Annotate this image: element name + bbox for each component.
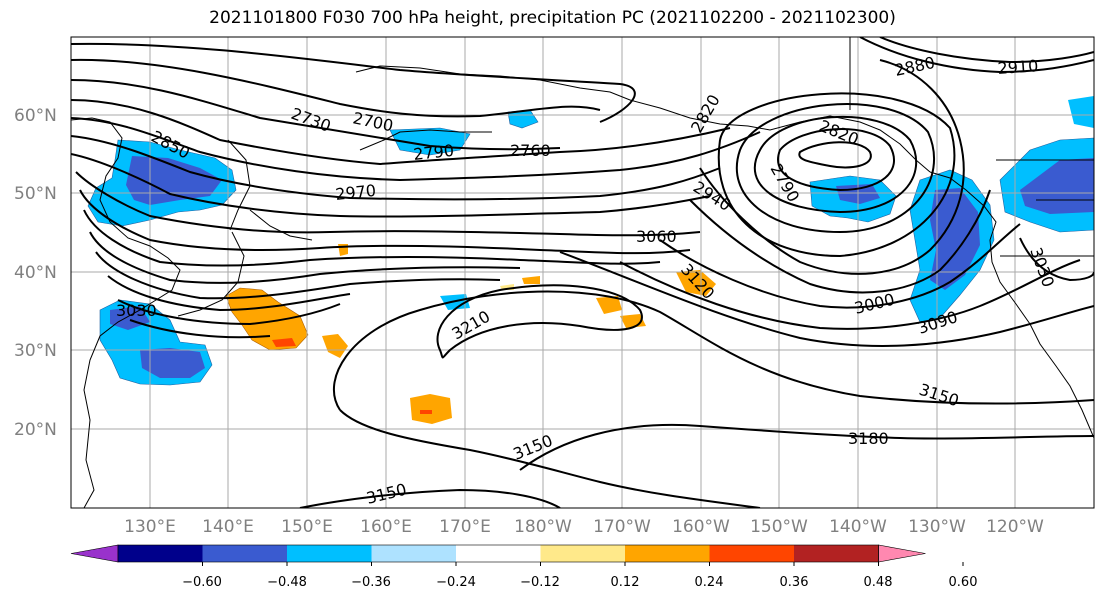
colorbar-segment [456, 545, 541, 562]
precip-positive-region [272, 338, 296, 347]
precip-positive-region [596, 296, 622, 314]
colorbar-ticks: −0.60 −0.48 −0.36 −0.24 −0.12 0.12 0.24 … [182, 575, 977, 590]
colorbar-segment [709, 545, 795, 562]
contour-label: 2790 [412, 141, 454, 164]
lon-label: 140°W [829, 517, 887, 537]
lon-label: 160°W [672, 517, 730, 537]
chart-title: 2021101800 F030 700 hPa height, precipit… [209, 8, 896, 28]
colorbar-segment [625, 545, 710, 562]
colorbar-tick-label: 0.36 [780, 575, 809, 590]
map-frame [70, 36, 1095, 509]
colorbar-tick-label: −0.24 [436, 575, 476, 590]
lon-label: 130°W [908, 517, 966, 537]
lon-label: 130°E [124, 517, 176, 537]
contour-label: 3180 [848, 429, 889, 448]
colorbar-tick-label: −0.36 [351, 575, 391, 590]
precip-positive-region [322, 334, 348, 358]
coastline-na-border [849, 37, 1094, 257]
precip-positive-region [676, 270, 716, 296]
lat-label: 40°N [14, 263, 57, 283]
colorbar-segment [794, 545, 879, 562]
precip-positive-region [410, 394, 452, 424]
precip-negative-region [930, 188, 980, 290]
lon-label: 180°W [514, 517, 572, 537]
precip-positive-region [225, 287, 309, 351]
lon-label: 170°E [439, 517, 491, 537]
longitude-labels: 130°E 140°E 150°E 160°E 170°E 180°W 170°… [124, 517, 1044, 537]
contour-label: 2970 [334, 181, 376, 204]
colorbar-segment [202, 545, 288, 562]
colorbar-tick-label: −0.12 [520, 575, 560, 590]
coastline-asia [71, 117, 181, 508]
lat-label: 30°N [14, 341, 57, 361]
precip-negative-region [140, 348, 205, 378]
lon-label: 140°E [202, 517, 254, 537]
lon-label: 160°E [360, 517, 412, 537]
colorbar-segment [371, 545, 457, 562]
height-contours [71, 37, 1094, 508]
lon-label: 150°W [750, 517, 808, 537]
colorbar-tick-label: 0.24 [695, 575, 724, 590]
colorbar-segment [540, 545, 626, 562]
precip-positive-region [420, 410, 432, 414]
coastline-na-west [929, 171, 1094, 439]
colorbar-tick-label: 0.12 [611, 575, 640, 590]
colorbar-segment [287, 545, 372, 562]
lat-label: 50°N [14, 184, 57, 204]
colorbar-outline [117, 544, 879, 563]
colorbar-tick-label: 0.60 [949, 575, 978, 590]
graticule [71, 37, 1094, 508]
precip-positive-region [522, 276, 540, 284]
latitude-labels: 60°N 50°N 40°N 30°N 20°N [14, 106, 57, 440]
precip-negative-region [1068, 96, 1094, 128]
lat-label: 20°N [14, 420, 57, 440]
contour-label: 2910 [997, 56, 1039, 78]
colorbar-tick-label: 0.48 [864, 575, 893, 590]
contour-label: 3060 [636, 227, 677, 246]
colorbar-tick-label: −0.60 [182, 575, 222, 590]
lon-label: 170°W [593, 517, 651, 537]
contour-label: 2760 [510, 141, 551, 160]
lon-label: 120°W [986, 517, 1044, 537]
colorbar-tick-label: −0.48 [267, 575, 307, 590]
colorbar-segment [118, 545, 203, 562]
map-area: 2850 2730 2700 2790 2760 2970 2820 2820 … [71, 37, 1094, 508]
coastline-japan [177, 231, 245, 317]
contour-label: 3030 [116, 301, 157, 320]
lat-label: 60°N [14, 106, 57, 126]
colorbar [70, 544, 964, 566]
lon-label: 150°E [281, 517, 333, 537]
colorbar-extend-low [70, 544, 119, 563]
colorbar-extend-high [878, 544, 926, 563]
coastline-aleutians [359, 129, 492, 151]
